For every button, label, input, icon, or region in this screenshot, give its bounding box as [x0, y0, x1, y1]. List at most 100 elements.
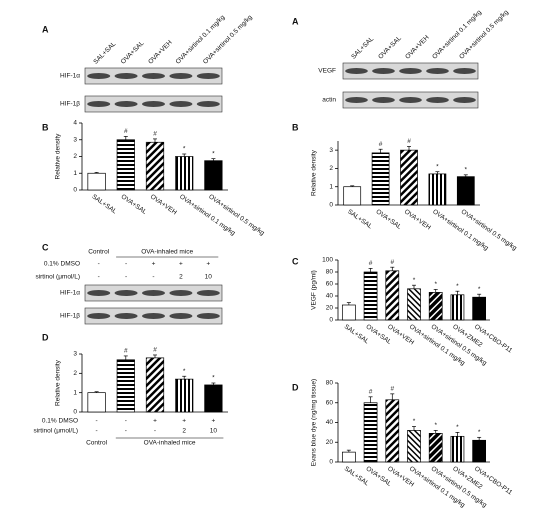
y-axis-label: Evans blue dye (ng/mg tissue) — [311, 379, 318, 466]
condition-value: - — [125, 274, 127, 281]
bar — [87, 392, 106, 413]
blot-band — [426, 68, 449, 74]
y-tick-label: 1 — [73, 170, 77, 177]
condition-value: + — [153, 418, 157, 425]
blot-band — [114, 73, 138, 79]
condition-value: + — [152, 261, 156, 268]
blot-band — [399, 97, 422, 103]
significance-marker: * — [456, 283, 459, 290]
lane-label: OVA+sirtinol 0.5 mg/kg — [458, 9, 510, 61]
blot-band — [196, 313, 220, 319]
bar — [204, 160, 223, 191]
bar — [400, 149, 418, 206]
lane-label: OVA+SAL — [377, 35, 403, 61]
y-tick-label: 0 — [329, 317, 333, 324]
bar — [450, 435, 465, 463]
bar — [385, 399, 400, 463]
blot-band — [87, 290, 111, 296]
condition-value: - — [98, 261, 100, 268]
blot-band — [372, 97, 395, 103]
y-tick-label: 20 — [326, 305, 334, 312]
significance-marker: * — [478, 286, 481, 293]
y-tick-label: 0 — [329, 459, 333, 466]
y-tick-label: 1 — [73, 389, 77, 396]
blot-band — [196, 290, 220, 296]
bar — [341, 304, 356, 321]
blot-band — [169, 73, 193, 79]
bar — [428, 292, 443, 321]
bar — [428, 173, 447, 206]
y-tick-label: 3 — [73, 136, 77, 143]
blot-band — [141, 101, 166, 107]
bar — [341, 451, 356, 463]
significance-marker: # — [379, 141, 383, 148]
group-label: Control — [88, 249, 110, 256]
condition-label: 0.1% DMSO — [42, 418, 78, 425]
significance-marker: * — [212, 375, 215, 382]
condition-value: 2 — [182, 428, 186, 435]
bar — [385, 270, 400, 321]
y-tick-label: 40 — [326, 419, 334, 426]
lane-label: SAL+SAL — [92, 40, 117, 65]
blot-row-label: actin — [322, 97, 336, 104]
blot-row-label: HIF-1β — [60, 101, 80, 108]
bar — [145, 357, 165, 413]
bar — [175, 378, 194, 413]
bar — [145, 141, 165, 191]
blot-band — [114, 101, 138, 107]
bar — [456, 176, 475, 206]
blot-band — [87, 73, 111, 79]
condition-label: sirtinol (μmol/L) — [35, 274, 80, 281]
significance-marker: * — [478, 429, 481, 436]
condition-value: - — [98, 274, 100, 281]
bar — [450, 294, 465, 321]
condition-value: - — [125, 418, 127, 425]
y-tick-label: 60 — [326, 399, 334, 406]
condition-value: 10 — [210, 428, 218, 435]
panel-letter: D — [292, 382, 299, 392]
y-tick-label: 2 — [73, 370, 77, 377]
panel-letter: A — [42, 24, 49, 34]
x-tick-label: SAL+SAL — [90, 193, 118, 215]
y-axis-label: Relative density — [55, 359, 62, 406]
bar — [363, 402, 378, 463]
condition-label: sirtinol (μmol/L) — [33, 428, 78, 435]
y-axis-label: Relative density — [311, 149, 318, 196]
blot-band — [87, 101, 111, 107]
condition-value: - — [154, 428, 156, 435]
lane-label: OVA+SAL — [120, 40, 146, 66]
blot-band — [453, 68, 476, 74]
x-tick-label: OVA+sirtinol 0.1 mg/kg — [178, 193, 237, 237]
condition-value: + — [182, 418, 186, 425]
blot-band — [87, 313, 111, 319]
y-tick-label: 2 — [329, 165, 333, 172]
blot-band — [196, 101, 220, 107]
lane-label: OVA+sirtinol 0.1 mg/kg — [175, 14, 227, 66]
significance-marker: * — [413, 418, 416, 425]
bar — [472, 296, 487, 321]
y-tick-label: 2 — [73, 153, 77, 160]
significance-marker: * — [183, 368, 186, 375]
bar — [407, 430, 421, 463]
condition-value: 2 — [179, 274, 183, 281]
significance-marker: # — [153, 347, 157, 354]
significance-marker: # — [369, 260, 373, 267]
significance-marker: # — [390, 259, 394, 266]
blot-row-label: HIF-1α — [60, 73, 80, 80]
panel-letter: D — [42, 332, 49, 342]
bar — [363, 271, 378, 321]
group-label: OVA-inhaled mice — [144, 440, 196, 447]
panel-letter: C — [292, 256, 299, 266]
significance-marker: * — [212, 150, 215, 157]
condition-value: + — [179, 261, 183, 268]
blot-band — [426, 97, 449, 103]
blot-band — [114, 313, 138, 319]
blot-band — [141, 313, 166, 319]
blot-row-label: HIF-1β — [60, 313, 80, 320]
significance-marker: * — [183, 146, 186, 153]
blot-band — [399, 68, 422, 74]
bar — [428, 433, 443, 463]
significance-marker: # — [124, 128, 128, 135]
